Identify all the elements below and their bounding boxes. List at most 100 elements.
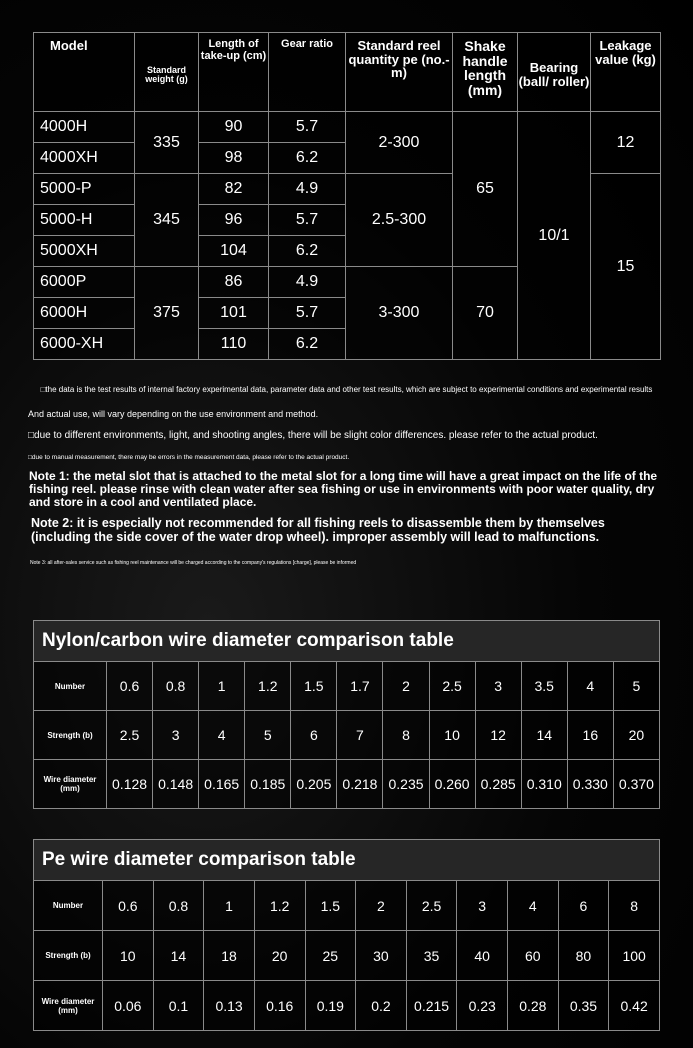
- number-cell: 1: [198, 661, 246, 711]
- pe-wire-table: Pe wire diameter comparison table Number 0…: [33, 839, 660, 1031]
- diameter-row: Wire diameter (mm) 0.128 0.148 0.165 0.185 0.…: [33, 759, 661, 809]
- gear-cell: 6.2: [268, 328, 346, 360]
- number-cell: 0.8: [152, 880, 205, 931]
- spec-row: 6000H 101 5.7: [33, 297, 661, 329]
- number-cell: 3: [474, 661, 522, 711]
- diameter-cell: 0.218: [336, 759, 384, 809]
- strength-cell: 14: [152, 930, 205, 981]
- number-cell: 1.2: [253, 880, 306, 931]
- handle-length-cell: 65: [452, 111, 518, 267]
- header-takeup: Length of take-up (cm): [198, 32, 269, 112]
- strength-row: Strength (b) 2.5 3 4 5 6 7 8 10 12 14 16 20: [33, 710, 661, 760]
- gear-cell: 5.7: [268, 297, 346, 329]
- spec-row: 4000H 335 90 5.7 2-300 65 10/1 12: [33, 111, 661, 360]
- strength-label: Strength (b): [33, 930, 103, 981]
- model-cell: 4000H: [33, 111, 135, 143]
- diameter-row: Wire diameter (mm) 0.06 0.1 0.13 0.16 0.19 0.2…: [33, 980, 660, 1031]
- strength-cell: 12: [474, 710, 522, 760]
- header-bearing: Bearing (ball/ roller): [517, 32, 591, 112]
- strength-cell: 60: [507, 930, 559, 981]
- diameter-cell: 0.148: [152, 759, 200, 809]
- number-cell: 5: [612, 661, 661, 711]
- diameter-cell: 0.370: [612, 759, 661, 809]
- takeup-cell: 82: [198, 173, 269, 205]
- spec-row: 4000XH 98 6.2: [33, 142, 661, 174]
- spec-row: 5000-P 345 82 4.9 2.5-300 15: [33, 173, 661, 360]
- strength-cell: 5: [244, 710, 292, 760]
- strength-cell: 16: [566, 710, 614, 760]
- gear-cell: 5.7: [268, 111, 346, 143]
- strength-cell: 30: [355, 930, 407, 981]
- number-cell: 8: [608, 880, 660, 931]
- table-title: Nylon/carbon wire diameter comparison ta…: [33, 620, 660, 662]
- diameter-cell: 0.06: [102, 980, 154, 1031]
- diameter-label: Wire diameter (mm): [33, 980, 103, 1031]
- spec-table: Model Standard weight (g) Length of take…: [33, 32, 661, 360]
- diameter-cell: 0.13: [203, 980, 255, 1031]
- strength-cell: 2.5: [105, 710, 154, 760]
- diameter-cell: 0.205: [290, 759, 338, 809]
- strength-cell: 10: [102, 930, 154, 981]
- diameter-cell: 0.285: [474, 759, 522, 809]
- note-3: Note 3: all after-sales service such as …: [30, 560, 357, 566]
- nylon-wire-table: Nylon/carbon wire diameter comparison ta…: [33, 620, 661, 809]
- reel-quantity-cell: 3-300: [345, 266, 453, 360]
- strength-cell: 14: [520, 710, 568, 760]
- note-test-data: □the data is the test results of interna…: [40, 385, 653, 394]
- diameter-cell: 0.2: [355, 980, 407, 1031]
- number-cell: 1.2: [244, 661, 292, 711]
- diameter-cell: 0.185: [244, 759, 292, 809]
- model-cell: 6000H: [33, 297, 135, 329]
- number-cell: 3.5: [520, 661, 568, 711]
- spec-row: 5000XH 104 6.2: [33, 235, 661, 267]
- diameter-cell: 0.128: [105, 759, 154, 809]
- header-gear: Gear ratio: [268, 32, 346, 112]
- number-cell: 6: [557, 880, 610, 931]
- gear-cell: 5.7: [268, 204, 346, 236]
- diameter-cell: 0.35: [557, 980, 610, 1031]
- reel-quantity-cell: 2-300: [345, 111, 453, 174]
- header-weight: Standard weight (g): [134, 32, 199, 112]
- leakage-cell: 15: [590, 173, 661, 360]
- bearing-cell: 10/1: [517, 111, 591, 360]
- number-cell: 4: [507, 880, 559, 931]
- number-cell: 2.5: [428, 661, 476, 711]
- model-cell: 5000-H: [33, 204, 135, 236]
- model-cell: 6000P: [33, 266, 135, 298]
- strength-cell: 7: [336, 710, 384, 760]
- diameter-cell: 0.260: [428, 759, 476, 809]
- number-label: Number: [33, 661, 107, 711]
- weight-cell: 345: [134, 173, 199, 267]
- header-handle: Shake handle length (mm): [452, 32, 518, 112]
- takeup-cell: 101: [198, 297, 269, 329]
- number-label: Number: [33, 880, 103, 931]
- diameter-cell: 0.310: [520, 759, 568, 809]
- strength-cell: 10: [428, 710, 476, 760]
- diameter-label: Wire diameter (mm): [33, 759, 107, 809]
- number-row: Number 0.6 0.8 1 1.2 1.5 1.7 2 2.5 3 3.5 4 5: [33, 661, 661, 711]
- strength-label: Strength (b): [33, 710, 107, 760]
- header-model: Model: [33, 32, 135, 112]
- strength-row: Strength (b) 10 14 18 20 25 30 35 40 60 80 100: [33, 930, 660, 981]
- diameter-cell: 0.16: [253, 980, 306, 1031]
- strength-cell: 100: [608, 930, 660, 981]
- number-cell: 1.7: [336, 661, 384, 711]
- gear-cell: 4.9: [268, 266, 346, 298]
- header-reel-quantity: Standard reel quantity pe (no.-m): [345, 32, 453, 112]
- table-title: Pe wire diameter comparison table: [33, 839, 660, 881]
- spec-row: 5000-H 96 5.7: [33, 204, 661, 236]
- weight-cell: 335: [134, 111, 199, 174]
- number-cell: 2: [355, 880, 407, 931]
- reel-quantity-cell: 2.5-300: [345, 173, 453, 267]
- number-cell: 1.5: [304, 880, 357, 931]
- diameter-cell: 0.1: [152, 980, 205, 1031]
- number-row: Number 0.6 0.8 1 1.2 1.5 2 2.5 3 4 6 8: [33, 880, 660, 931]
- model-cell: 5000-P: [33, 173, 135, 205]
- diameter-cell: 0.215: [405, 980, 458, 1031]
- header-leakage: Leakage value (kg): [590, 32, 661, 112]
- strength-cell: 80: [557, 930, 610, 981]
- strength-cell: 3: [152, 710, 200, 760]
- number-cell: 1: [203, 880, 255, 931]
- number-cell: 0.6: [102, 880, 154, 931]
- gear-cell: 6.2: [268, 235, 346, 267]
